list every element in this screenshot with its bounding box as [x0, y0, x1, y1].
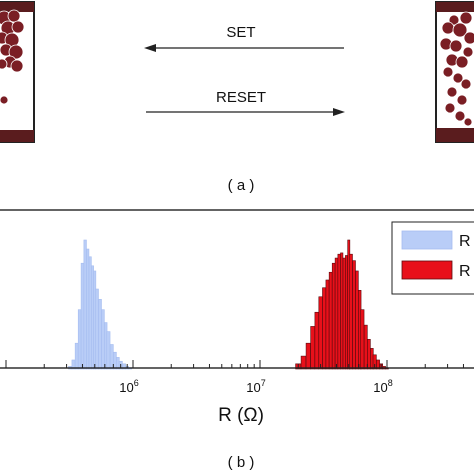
filament-particle [463, 117, 473, 127]
filament-particle [460, 78, 472, 90]
histogram-bar-series-1 [363, 324, 368, 370]
histogram-bar-series-1 [334, 257, 339, 370]
x-tick-label: 106 [119, 378, 138, 395]
histogram-bar-series-1 [328, 271, 333, 370]
left-device-cell [0, 1, 35, 143]
legend-swatch-high [401, 260, 453, 280]
histogram-bar-series-0 [91, 265, 94, 370]
reset-arrow [146, 108, 345, 116]
histogram-bar-series-1 [310, 326, 316, 370]
histogram-bar-series-0 [106, 331, 111, 370]
series-high-resistance-bars [295, 239, 389, 370]
histogram-bar-series-1 [325, 279, 330, 370]
filament-particle [0, 58, 8, 70]
histogram-bar-series-0 [113, 351, 117, 370]
filament-particle [446, 86, 458, 98]
histogram-bar-series-1 [318, 296, 323, 370]
x-axis-ticks: 106 107 108 [5, 360, 464, 395]
filament-particle [8, 44, 24, 60]
filament-particle [442, 66, 454, 78]
panel-a: SET RESET ( a ) [0, 1, 474, 194]
histogram-bar-series-0 [74, 342, 79, 370]
histogram-bar-series-0 [101, 309, 105, 370]
legend-swatch-low [401, 230, 453, 250]
reset-label: RESET [216, 89, 266, 106]
filament-particle [459, 11, 473, 25]
filament-particle [452, 22, 468, 38]
histogram-bar-series-1 [314, 311, 320, 370]
x-tick-label: 108 [373, 378, 392, 395]
panel-b-label: ( b ) [228, 454, 255, 471]
legend-label-high: R [459, 263, 471, 280]
histogram-bar-series-0 [98, 299, 102, 370]
filament-particle [449, 39, 463, 53]
filament-particle [7, 9, 21, 23]
filament-particle [463, 31, 474, 45]
filament-particle [452, 72, 464, 84]
histogram-bar-series-1 [360, 309, 365, 370]
left-bottom-electrode [0, 130, 34, 142]
filament-particle [0, 95, 9, 105]
series-low-resistance-bars [68, 239, 132, 370]
right-top-electrode [436, 2, 474, 12]
histogram-bar-series-0 [95, 288, 99, 370]
filament-particle [444, 102, 456, 114]
histogram-bar-series-0 [80, 262, 85, 370]
set-arrow [144, 44, 344, 52]
histogram-bar-series-1 [305, 342, 311, 370]
filament-particle [441, 21, 455, 35]
left-top-electrode [0, 2, 34, 12]
histogram-bar-series-1 [300, 355, 307, 370]
filament-particle [10, 59, 24, 73]
histogram-bar-series-0 [83, 239, 87, 370]
left-filament-particles [0, 9, 25, 105]
histogram-bar-series-1 [331, 262, 336, 370]
histogram-bar-series-1 [352, 260, 356, 370]
histogram-bar-series-1 [367, 339, 371, 370]
histogram-bar-series-0 [88, 256, 92, 370]
histogram-bar-series-1 [322, 287, 327, 370]
x-axis-label: R (Ω) [218, 405, 264, 426]
filament-particle [462, 46, 474, 58]
right-device-cell [435, 1, 474, 143]
histogram-bar-series-1 [345, 255, 348, 370]
plot-frame [0, 209, 474, 369]
histogram-bar-series-0 [109, 344, 114, 370]
legend-label-low: R [459, 233, 471, 250]
panel-a-label: ( a ) [228, 177, 255, 194]
histogram-bar-series-1 [349, 253, 353, 370]
panel-b-chart: 106 107 108 R (Ω) R R ( b ) [0, 209, 474, 471]
filament-particle [454, 110, 466, 122]
histogram-bar-series-1 [337, 253, 341, 370]
histogram-bar-series-1 [342, 257, 346, 370]
filament-particle [448, 14, 460, 26]
x-tick-label: 107 [246, 378, 265, 395]
set-label: SET [226, 24, 255, 41]
right-filament-particles [439, 11, 474, 127]
filament-particle [456, 94, 468, 106]
filament-particle [11, 20, 25, 34]
filament-particle [455, 55, 469, 69]
histogram-bar-series-1 [340, 252, 344, 370]
histogram-bar-series-0 [77, 309, 82, 370]
histogram-bar-series-0 [86, 248, 90, 370]
legend: R R [391, 221, 474, 295]
right-bottom-electrode [436, 128, 474, 142]
histogram-bar-series-1 [355, 270, 359, 370]
